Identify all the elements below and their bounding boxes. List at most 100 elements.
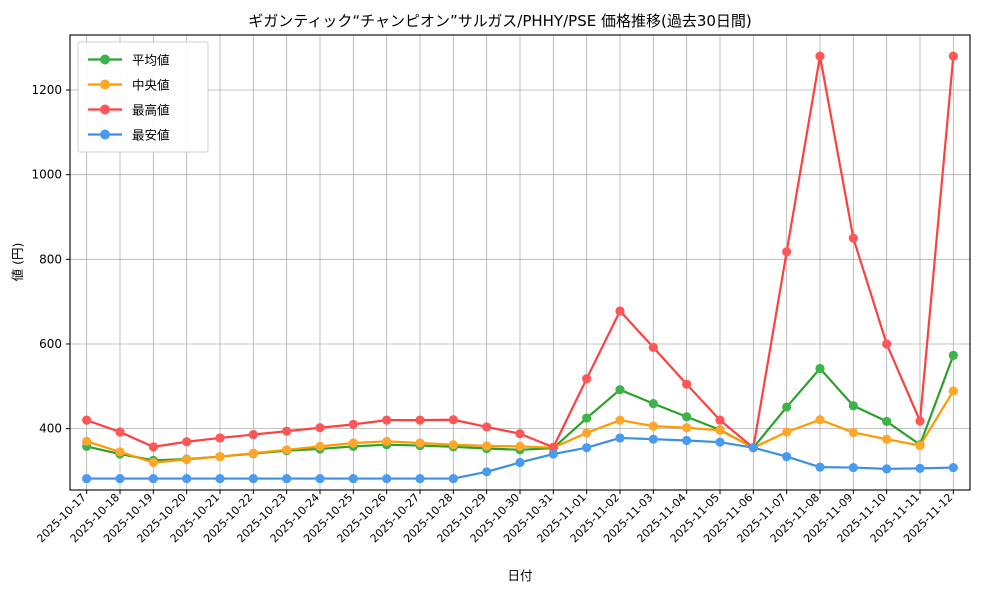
series-marker (648, 399, 658, 409)
series-marker (215, 473, 225, 484)
series-marker (548, 449, 558, 459)
series-marker (282, 445, 292, 455)
series-marker (515, 441, 525, 451)
series-marker (848, 233, 858, 243)
series-marker (282, 473, 292, 484)
y-tick-label: 400 (39, 422, 62, 436)
series-marker (582, 428, 592, 438)
series-marker (948, 462, 958, 473)
series-marker (682, 423, 692, 433)
y-axis-ticks: 400 600 800 1000 1200 (31, 83, 70, 436)
series-marker (915, 416, 925, 426)
x-axis-label: 日付 (507, 568, 532, 583)
series-marker (848, 462, 858, 473)
series-marker (882, 434, 892, 444)
legend-background (77, 41, 209, 153)
y-tick-label: 1200 (31, 83, 62, 97)
series-marker (182, 437, 192, 447)
series-marker (715, 415, 725, 425)
series-marker (348, 419, 358, 429)
series-marker (782, 427, 792, 437)
legend-label: 平均値 (132, 53, 170, 68)
series-marker (82, 415, 92, 425)
y-tick-label: 600 (39, 337, 62, 351)
series-marker (815, 415, 825, 425)
series-marker (615, 306, 625, 316)
series-marker (148, 473, 158, 484)
series-marker (348, 438, 358, 448)
legend-swatch-marker (100, 129, 110, 140)
series-marker (448, 440, 458, 450)
series-marker (615, 415, 625, 425)
series-marker (848, 401, 858, 411)
series-marker (948, 350, 958, 360)
series-marker (682, 435, 692, 446)
series-marker (382, 436, 392, 446)
series-marker (415, 473, 425, 484)
series-marker (715, 437, 725, 447)
series-marker (115, 427, 125, 437)
series-marker (715, 425, 725, 435)
series-marker (582, 374, 592, 384)
series-marker (615, 385, 625, 395)
series-marker (182, 454, 192, 465)
series-marker (748, 443, 758, 453)
series-marker (682, 379, 692, 389)
series-marker (582, 413, 592, 423)
series-marker (948, 386, 958, 396)
legend-swatch-marker (100, 104, 110, 115)
legend-label: 中央値 (132, 78, 170, 93)
series-marker (515, 429, 525, 439)
series-marker (448, 415, 458, 425)
series-marker (515, 457, 525, 468)
series-marker (848, 427, 858, 438)
series-marker (782, 402, 792, 412)
series-marker (315, 473, 325, 484)
series-marker (915, 463, 925, 474)
series-marker (415, 438, 425, 448)
series-marker (315, 441, 325, 451)
series-marker (448, 473, 458, 484)
series-marker (782, 451, 792, 462)
legend-label: 最安値 (132, 128, 170, 143)
y-axis-label: 値 (円) (10, 243, 25, 282)
series-marker (648, 421, 658, 431)
series-marker (382, 473, 392, 484)
series-marker (415, 415, 425, 425)
series-marker (582, 443, 592, 453)
series-marker (815, 363, 825, 374)
series-marker (248, 473, 258, 484)
series-marker (382, 415, 392, 425)
series-marker (882, 416, 892, 427)
series-marker (948, 51, 958, 61)
series-marker (148, 442, 158, 452)
series-marker (682, 412, 692, 422)
data-series-layer (82, 51, 958, 484)
series-marker (82, 436, 92, 446)
series-marker (182, 473, 192, 484)
series-marker (815, 462, 825, 472)
legend-swatch-marker (100, 54, 110, 65)
series-marker (482, 467, 492, 477)
series-marker (82, 473, 92, 484)
chart-title: ギガンティック“チャンピオン”サルガス/PHHY/PSE 価格推移(過去30日間… (248, 12, 752, 30)
series-marker (915, 440, 925, 451)
legend-label: 最高値 (132, 103, 170, 118)
series-marker (215, 451, 225, 462)
series-marker (215, 433, 225, 443)
series-marker (482, 441, 492, 451)
series-marker (882, 339, 892, 349)
series-marker (548, 442, 558, 452)
series-marker (648, 342, 658, 352)
series-marker (282, 426, 292, 436)
series-marker (482, 422, 492, 432)
series-marker (248, 429, 258, 440)
series-marker (815, 51, 825, 61)
series-marker (148, 457, 158, 468)
y-tick-label: 1000 (31, 168, 62, 182)
y-tick-label: 800 (39, 252, 62, 266)
series-marker (115, 447, 125, 457)
